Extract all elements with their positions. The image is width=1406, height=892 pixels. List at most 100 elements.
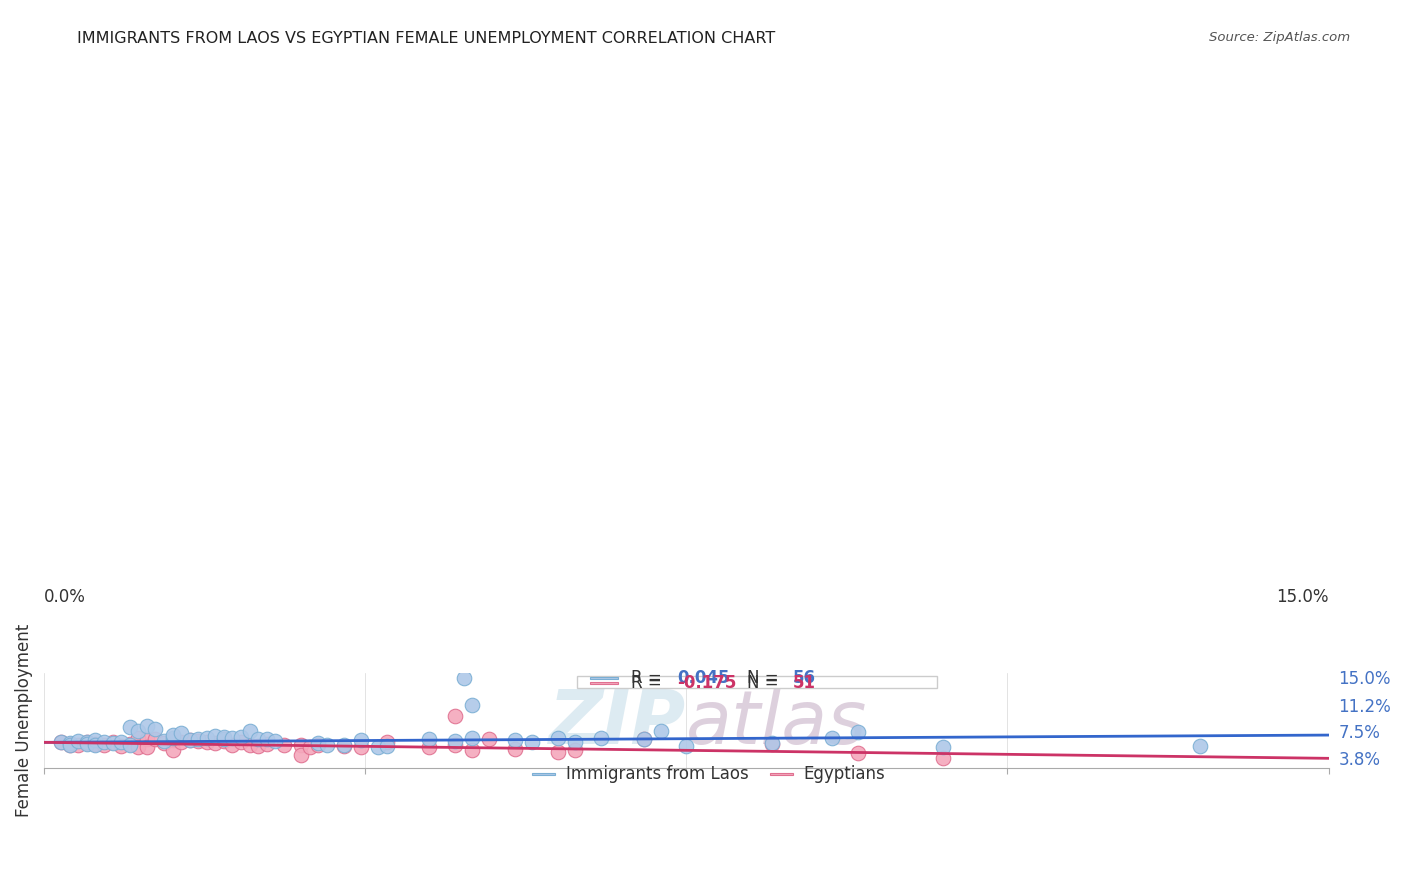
- Point: [564, 743, 586, 757]
- Point: [59, 738, 82, 752]
- Point: [375, 739, 398, 753]
- Point: [204, 736, 226, 750]
- Point: [162, 731, 184, 745]
- Point: [375, 734, 398, 748]
- Point: [118, 737, 141, 751]
- Point: [67, 738, 90, 752]
- Point: [110, 735, 132, 749]
- Point: [59, 736, 82, 750]
- Point: [307, 738, 329, 752]
- Point: [162, 728, 184, 742]
- Point: [162, 733, 184, 747]
- Point: [367, 739, 389, 754]
- Point: [444, 734, 467, 748]
- FancyBboxPatch shape: [533, 773, 555, 775]
- Point: [76, 736, 98, 750]
- Point: [503, 742, 526, 756]
- Point: [93, 738, 115, 752]
- Point: [93, 734, 115, 748]
- Point: [229, 730, 252, 744]
- FancyBboxPatch shape: [576, 675, 936, 688]
- Point: [503, 733, 526, 747]
- Point: [179, 733, 201, 747]
- Point: [315, 738, 337, 752]
- Point: [564, 735, 586, 749]
- Point: [101, 734, 124, 748]
- Point: [589, 731, 612, 745]
- Point: [298, 740, 321, 755]
- Point: [333, 739, 356, 753]
- Point: [650, 723, 672, 738]
- Point: [418, 739, 440, 754]
- Point: [212, 732, 235, 747]
- Point: [633, 731, 655, 746]
- Point: [84, 737, 107, 751]
- Point: [153, 734, 176, 748]
- Point: [212, 732, 235, 747]
- Text: atlas: atlas: [686, 688, 868, 759]
- Y-axis label: Female Unemployment: Female Unemployment: [15, 624, 32, 817]
- FancyBboxPatch shape: [770, 773, 793, 775]
- Point: [221, 731, 243, 745]
- Point: [221, 738, 243, 752]
- Text: N =: N =: [747, 674, 783, 692]
- Point: [761, 737, 783, 751]
- Point: [264, 734, 287, 748]
- Point: [675, 739, 697, 753]
- Point: [67, 734, 90, 748]
- Point: [239, 723, 262, 738]
- Point: [633, 731, 655, 746]
- Text: 0.045: 0.045: [678, 669, 730, 688]
- Point: [461, 743, 484, 757]
- Point: [187, 734, 209, 748]
- Point: [761, 736, 783, 750]
- Point: [204, 729, 226, 743]
- Point: [350, 733, 373, 747]
- Point: [273, 738, 295, 752]
- Point: [84, 733, 107, 747]
- Point: [170, 734, 193, 748]
- Point: [547, 745, 569, 759]
- Point: [1189, 739, 1212, 753]
- Point: [118, 720, 141, 734]
- Point: [547, 731, 569, 745]
- Point: [135, 731, 157, 746]
- Point: [84, 738, 107, 752]
- Point: [256, 737, 278, 751]
- Point: [145, 732, 167, 747]
- Point: [76, 735, 98, 749]
- Point: [478, 731, 501, 746]
- Point: [162, 743, 184, 757]
- Text: Immigrants from Laos: Immigrants from Laos: [565, 765, 748, 783]
- Point: [418, 732, 440, 747]
- Point: [846, 725, 869, 739]
- Text: Source: ZipAtlas.com: Source: ZipAtlas.com: [1209, 31, 1350, 45]
- Point: [522, 734, 544, 748]
- Text: -0.175: -0.175: [678, 674, 737, 692]
- Point: [453, 672, 475, 686]
- Point: [153, 736, 176, 750]
- Text: 56: 56: [793, 669, 815, 688]
- Point: [127, 739, 149, 754]
- Point: [170, 726, 193, 740]
- Text: ZIP: ZIP: [550, 687, 686, 760]
- Point: [187, 731, 209, 746]
- Point: [932, 739, 955, 754]
- Point: [461, 698, 484, 712]
- Point: [350, 739, 373, 754]
- Text: 51: 51: [793, 674, 815, 692]
- Point: [195, 731, 218, 745]
- Point: [179, 733, 201, 747]
- Point: [127, 731, 149, 745]
- Text: IMMIGRANTS FROM LAOS VS EGYPTIAN FEMALE UNEMPLOYMENT CORRELATION CHART: IMMIGRANTS FROM LAOS VS EGYPTIAN FEMALE …: [77, 31, 776, 46]
- Point: [239, 738, 262, 752]
- Point: [932, 750, 955, 764]
- Text: R =: R =: [631, 674, 666, 692]
- Point: [76, 737, 98, 751]
- Point: [444, 738, 467, 752]
- Point: [118, 738, 141, 752]
- Text: Egyptians: Egyptians: [803, 765, 884, 783]
- Point: [195, 735, 218, 749]
- Point: [212, 734, 235, 748]
- Point: [127, 723, 149, 738]
